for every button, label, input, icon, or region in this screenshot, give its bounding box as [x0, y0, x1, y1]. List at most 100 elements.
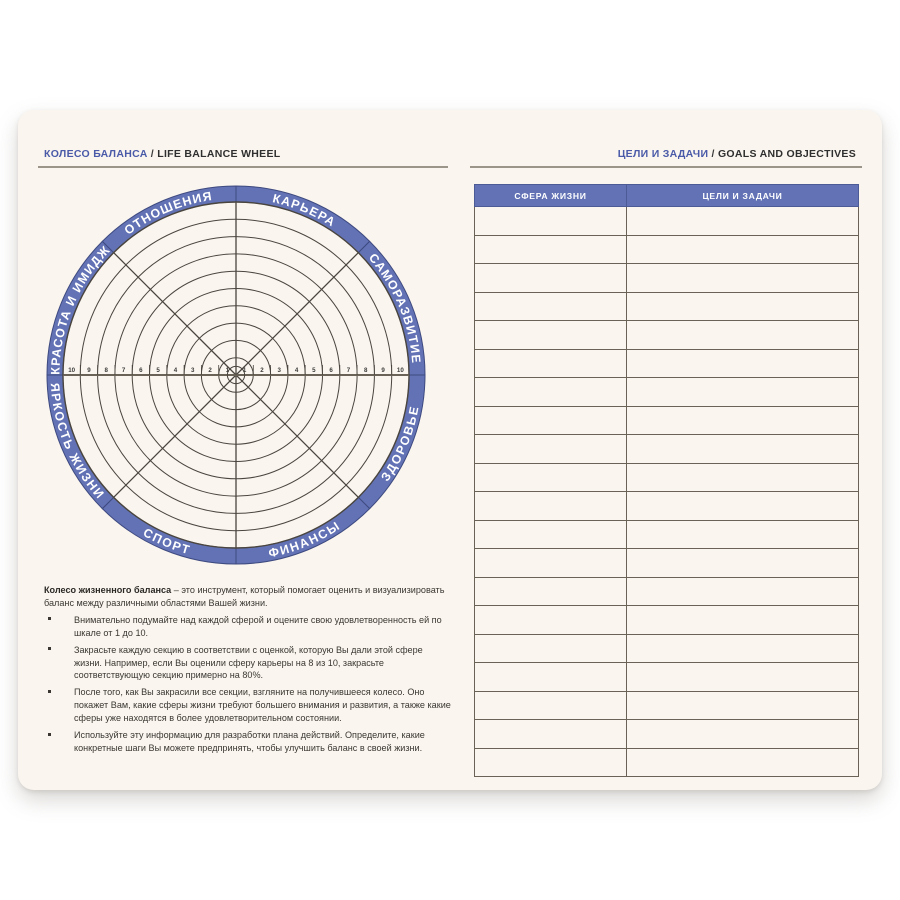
- cell-sphere[interactable]: [474, 576, 627, 606]
- table-row[interactable]: [474, 548, 859, 578]
- left-page-heading: КОЛЕСО БАЛАНСА / LIFE BALANCE WHEEL: [44, 148, 280, 160]
- table-row[interactable]: [474, 234, 859, 264]
- wheel-spoke-1: [235, 252, 359, 376]
- table-row[interactable]: [474, 719, 859, 749]
- cell-sphere[interactable]: [474, 690, 627, 720]
- table-row[interactable]: [474, 462, 859, 492]
- wheel-spoke-5: [113, 374, 237, 498]
- wheel-scale-number: 8: [105, 367, 109, 374]
- cell-sphere[interactable]: [474, 234, 627, 264]
- cell-sphere[interactable]: [474, 291, 627, 321]
- goals-table-head: СФЕРА ЖИЗНИ ЦЕЛИ И ЗАДАЧИ: [474, 184, 859, 207]
- cell-sphere[interactable]: [474, 633, 627, 663]
- cell-goals[interactable]: [626, 263, 859, 293]
- cell-goals[interactable]: [626, 690, 859, 720]
- life-balance-wheel[interactable]: 1 1 2 2 3 3 4 4 5 5 6 6 7 7 8 8 9 9 10 10 КАРЬЕРА САМОРАЗВИТИ…: [38, 178, 438, 578]
- table-row[interactable]: [474, 662, 859, 692]
- table-row[interactable]: [474, 690, 859, 720]
- column-header-goals: ЦЕЛИ И ЗАДАЧИ: [626, 184, 859, 207]
- instruction-text: Внимательно подумайте над каждой сферой …: [74, 614, 442, 638]
- cell-goals[interactable]: [626, 605, 859, 635]
- table-row[interactable]: [474, 348, 859, 378]
- cell-goals[interactable]: [626, 519, 859, 549]
- cell-goals[interactable]: [626, 348, 859, 378]
- left-heading-rule: [38, 166, 448, 168]
- cell-sphere[interactable]: [474, 747, 627, 777]
- instructions-lead-bold: Колесо жизненного баланса: [44, 585, 172, 595]
- wheel-scale-number: 7: [347, 367, 351, 374]
- cell-goals[interactable]: [626, 434, 859, 464]
- goals-and-objectives-table[interactable]: СФЕРА ЖИЗНИ ЦЕЛИ И ЗАДАЧИ: [474, 184, 859, 777]
- cell-goals[interactable]: [626, 206, 859, 236]
- cell-goals[interactable]: [626, 405, 859, 435]
- cell-sphere[interactable]: [474, 405, 627, 435]
- wheel-scale-number: 4: [295, 367, 299, 374]
- column-header-sphere: СФЕРА ЖИЗНИ: [474, 184, 627, 207]
- cell-goals[interactable]: [626, 576, 859, 606]
- instructions-lead-rest: – это инструмент, который помогает оцени…: [44, 585, 445, 608]
- table-row[interactable]: [474, 491, 859, 521]
- wheel-scale-number: 9: [87, 367, 91, 374]
- wheel-center-hub: [226, 365, 246, 385]
- cell-goals[interactable]: [626, 719, 859, 749]
- table-row[interactable]: [474, 263, 859, 293]
- wheel-scale-number: 1: [226, 367, 230, 374]
- cell-sphere[interactable]: [474, 662, 627, 692]
- table-row[interactable]: [474, 605, 859, 635]
- cell-goals[interactable]: [626, 320, 859, 350]
- wheel-scale-number: 1: [243, 367, 247, 374]
- wheel-svg: 1 12 23 34 45 56 67 78 89 910 10КАРЬЕРАСАМОРАЗВИТИ…: [46, 185, 426, 565]
- table-row[interactable]: [474, 633, 859, 663]
- table-row[interactable]: [474, 576, 859, 606]
- cell-goals[interactable]: [626, 377, 859, 407]
- cell-sphere[interactable]: [474, 434, 627, 464]
- table-row[interactable]: [474, 405, 859, 435]
- cell-goals[interactable]: [626, 491, 859, 521]
- instruction-text: После того, как Вы закрасили все секции,…: [74, 687, 451, 724]
- cell-sphere[interactable]: [474, 605, 627, 635]
- instruction-item: Закрасьте каждую секцию в соответствии с…: [44, 644, 452, 683]
- cell-goals[interactable]: [626, 548, 859, 578]
- goals-table-body[interactable]: [474, 206, 859, 777]
- cell-goals[interactable]: [626, 633, 859, 663]
- table-row[interactable]: [474, 747, 859, 777]
- cell-sphere[interactable]: [474, 719, 627, 749]
- cell-sphere[interactable]: [474, 320, 627, 350]
- wheel-scale-number: 3: [191, 367, 195, 374]
- table-row[interactable]: [474, 377, 859, 407]
- cell-sphere[interactable]: [474, 548, 627, 578]
- cell-sphere[interactable]: [474, 348, 627, 378]
- cell-sphere[interactable]: [474, 263, 627, 293]
- right-heading-en: GOALS AND OBJECTIVES: [717, 148, 856, 160]
- wheel-scale-number: 3: [278, 367, 282, 374]
- cell-goals[interactable]: [626, 462, 859, 492]
- cell-goals[interactable]: [626, 291, 859, 321]
- table-row[interactable]: [474, 519, 859, 549]
- cell-sphere[interactable]: [474, 206, 627, 236]
- cell-sphere[interactable]: [474, 519, 627, 549]
- table-row[interactable]: [474, 206, 859, 236]
- table-row[interactable]: [474, 320, 859, 350]
- cell-goals[interactable]: [626, 234, 859, 264]
- instructions-block: Колесо жизненного баланса – это инструме…: [44, 584, 452, 759]
- table-row[interactable]: [474, 291, 859, 321]
- wheel-spoke-3: [235, 374, 359, 498]
- instruction-text: Закрасьте каждую секцию в соответствии с…: [74, 644, 423, 681]
- instruction-text: Используйте эту информацию для разработк…: [74, 730, 425, 753]
- right-heading-ru: ЦЕЛИ И ЗАДАЧИ: [617, 148, 709, 160]
- instructions-lead: Колесо жизненного баланса – это инструме…: [44, 584, 452, 610]
- bullet-icon: [48, 617, 51, 621]
- wheel-scale-number: 4: [174, 367, 178, 374]
- cell-goals[interactable]: [626, 747, 859, 777]
- wheel-scale-number: 5: [312, 367, 316, 374]
- cell-sphere[interactable]: [474, 377, 627, 407]
- table-row[interactable]: [474, 434, 859, 464]
- cell-goals[interactable]: [626, 662, 859, 692]
- cell-sphere[interactable]: [474, 491, 627, 521]
- left-heading-en: LIFE BALANCE WHEEL: [157, 148, 281, 160]
- wheel-spoke-7: [113, 252, 237, 376]
- wheel-scale-number: 10: [397, 367, 404, 374]
- cell-sphere[interactable]: [474, 462, 627, 492]
- right-heading-rule: [470, 166, 862, 168]
